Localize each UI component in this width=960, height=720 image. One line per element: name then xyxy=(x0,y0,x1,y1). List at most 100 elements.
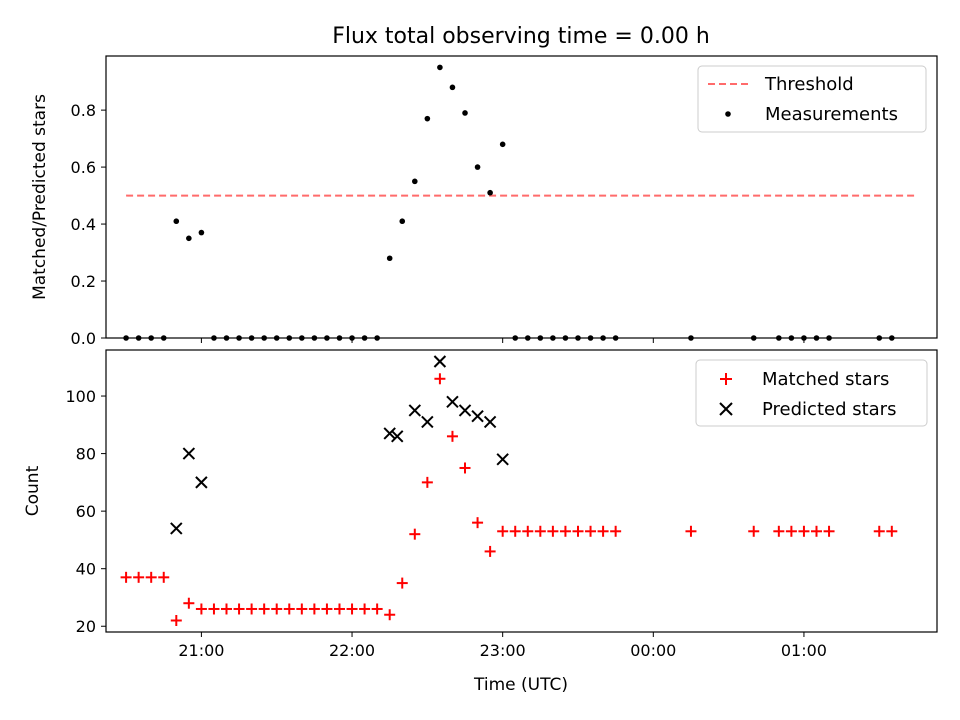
y-tick-label: 80 xyxy=(76,445,96,464)
matched-star-point xyxy=(346,603,358,615)
measurement-point xyxy=(361,335,368,341)
measurement-point xyxy=(211,335,217,341)
matched-star-point xyxy=(547,525,559,537)
measurement-point xyxy=(512,335,519,341)
matched-star-point xyxy=(208,603,220,615)
measurement-point xyxy=(449,84,456,91)
matched-star-point xyxy=(258,603,270,615)
measurement-point xyxy=(412,178,418,185)
measurement-point xyxy=(437,64,443,71)
top-y-axis-label: Matched/Predicted stars xyxy=(30,94,50,300)
matched-star-point xyxy=(434,373,446,385)
predicted-star-point xyxy=(408,404,422,417)
y-tick-label: 20 xyxy=(76,617,96,636)
top-legend: Threshold Measurements xyxy=(697,65,927,133)
legend-matched-swatch xyxy=(720,373,732,385)
measurement-point xyxy=(148,335,154,341)
measurement-point xyxy=(524,335,531,341)
measurement-point xyxy=(223,335,230,341)
measurement-point xyxy=(424,115,431,122)
predicted-star-point xyxy=(433,355,447,368)
matched-star-point xyxy=(246,603,258,615)
measurement-point xyxy=(236,335,242,341)
bottom-y-axis-label: Count xyxy=(23,465,43,516)
matched-star-point xyxy=(170,614,182,626)
matched-star-point xyxy=(321,603,333,615)
x-tick-label: 00:00 xyxy=(630,641,676,660)
top-plot-area xyxy=(105,55,938,341)
measurement-point xyxy=(386,255,393,262)
matched-star-point xyxy=(472,517,484,529)
matched-star-point xyxy=(120,571,132,583)
y-tick-label: 100 xyxy=(65,387,96,406)
matched-star-point xyxy=(484,545,496,557)
matched-star-point xyxy=(873,525,885,537)
measurement-point xyxy=(462,110,468,116)
matched-star-point xyxy=(421,476,433,488)
matched-star-point xyxy=(459,462,471,474)
matched-star-point xyxy=(409,528,421,540)
bottom-legend: Matched stars Predicted stars xyxy=(695,359,928,427)
matched-star-point xyxy=(585,525,597,537)
measurement-point xyxy=(248,335,255,341)
measurement-point xyxy=(776,335,782,341)
measurement-point xyxy=(474,164,481,170)
predicted-star-point xyxy=(458,404,472,417)
predicted-star-point xyxy=(496,453,509,466)
measurement-point xyxy=(336,335,343,341)
bottom-axes-frame xyxy=(105,349,938,633)
measurement-point xyxy=(600,335,606,341)
x-tick-label: 23:00 xyxy=(480,641,526,660)
matched-star-point xyxy=(810,525,822,537)
matched-star-point xyxy=(271,603,283,615)
matched-star-point xyxy=(221,603,233,615)
matched-star-point xyxy=(333,603,345,615)
bottom-plot-area xyxy=(105,349,938,633)
x-tick-label: 22:00 xyxy=(329,641,375,660)
measurement-point xyxy=(399,218,406,225)
y-tick-label: 0.6 xyxy=(71,158,96,177)
matched-star-point xyxy=(509,525,521,537)
matched-star-point xyxy=(384,609,396,621)
y-tick-label: 0.2 xyxy=(71,272,96,291)
measurement-point xyxy=(261,335,267,341)
matched-star-point xyxy=(572,525,584,537)
matched-star-point xyxy=(886,525,898,537)
matched-star-point xyxy=(785,525,797,537)
measurement-point xyxy=(374,335,380,341)
measurement-point xyxy=(750,335,757,341)
predicted-star-point xyxy=(421,415,434,429)
legend-threshold-label: Threshold xyxy=(764,74,854,95)
measurement-point xyxy=(198,229,205,236)
measurement-point xyxy=(889,335,895,341)
bottom-legend-box xyxy=(695,359,928,427)
y-tick-label: 0.4 xyxy=(71,215,96,234)
matched-star-point xyxy=(446,430,458,442)
y-tick-label: 60 xyxy=(76,502,96,521)
predicted-star-point xyxy=(391,430,404,443)
measurement-point xyxy=(575,335,581,341)
measurement-point xyxy=(160,335,167,341)
predicted-star-point xyxy=(446,395,459,409)
measurement-point xyxy=(813,335,820,341)
matched-star-point xyxy=(396,577,408,589)
matched-star-point xyxy=(748,525,760,537)
measurement-point xyxy=(587,335,594,341)
measurement-point xyxy=(537,335,544,341)
measurement-point xyxy=(186,235,192,242)
measurement-point xyxy=(135,335,142,341)
x-tick-label: 01:00 xyxy=(781,641,827,660)
x-tick-label: 21:00 xyxy=(178,641,224,660)
matched-star-point xyxy=(497,525,509,537)
matched-star-point xyxy=(158,571,170,583)
measurement-point xyxy=(173,218,180,225)
legend-measurements-swatch xyxy=(725,111,731,117)
matched-star-point xyxy=(145,571,157,583)
matched-star-point xyxy=(597,525,609,537)
legend-measurements-label: Measurements xyxy=(765,104,898,125)
measurement-point xyxy=(688,335,694,341)
legend-predicted-swatch xyxy=(719,402,733,416)
matched-star-point xyxy=(308,603,320,615)
legend-predicted-label: Predicted stars xyxy=(762,399,896,420)
